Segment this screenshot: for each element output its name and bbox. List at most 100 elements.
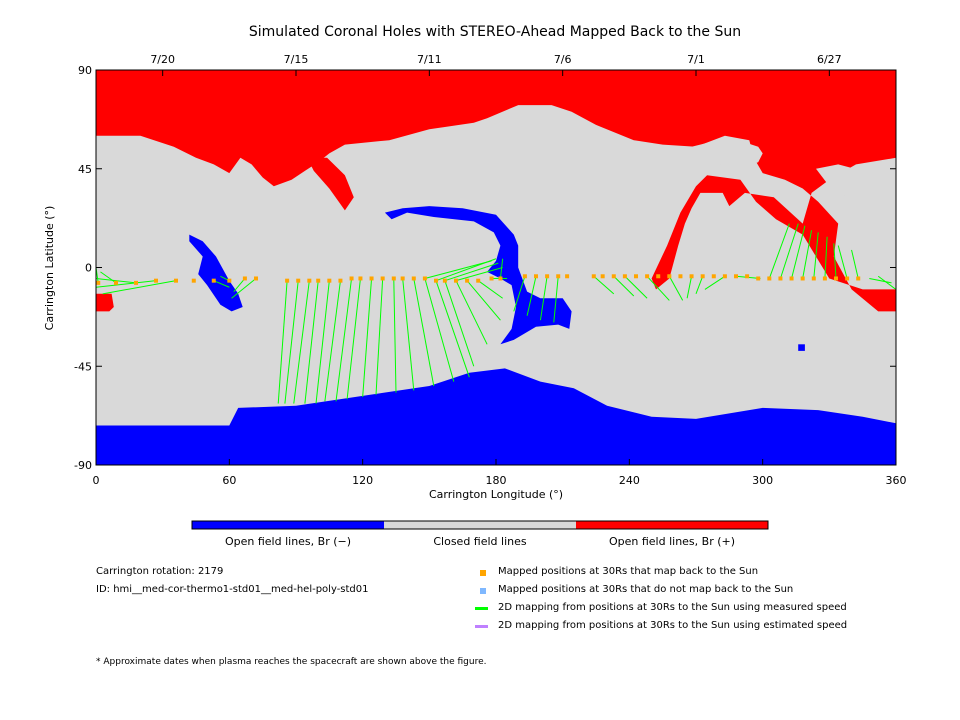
mapped-point <box>191 278 196 283</box>
mapped-point <box>465 278 470 283</box>
open-negative-region <box>189 234 243 312</box>
mapping-line <box>96 277 137 284</box>
mapping-line <box>393 278 397 393</box>
mapping-line <box>284 280 299 404</box>
mapped-point <box>800 276 805 281</box>
axes: 0 60 120 180 240 300 360 -90 -45 0 45 90 7/20 7/15 7/1… <box>74 53 906 487</box>
mapped-point <box>358 276 363 281</box>
mapped-point <box>254 276 258 281</box>
mapped-point <box>789 276 794 281</box>
colorbar-label-negative: Open field lines, Br (−) <box>225 535 351 548</box>
mapped-point <box>822 276 827 281</box>
x-tick-label: 300 <box>752 474 773 487</box>
x-tick-label: 120 <box>352 474 373 487</box>
legend-label-estimated-speed: 2D mapping from positions at 30Rs to the… <box>498 620 848 631</box>
chart-title: Simulated Coronal Holes with STEREO-Ahea… <box>249 24 741 40</box>
mapped-point <box>845 276 850 281</box>
mapped-point <box>114 280 118 285</box>
mapping-line <box>424 278 455 382</box>
colorbar-open-negative <box>192 521 384 529</box>
mapped-point <box>767 276 772 281</box>
mapping-line <box>213 280 230 288</box>
mapping-line <box>435 258 497 282</box>
mapped-point <box>242 276 247 281</box>
mapped-point <box>349 276 354 281</box>
mapped-point <box>476 278 481 283</box>
mapping-line <box>624 275 648 299</box>
mapped-point <box>400 276 405 281</box>
mapping-line <box>346 278 361 400</box>
colorbar-label-positive: Open field lines, Br (+) <box>609 535 735 548</box>
mapped-point <box>285 278 290 283</box>
mapping-line <box>315 280 330 404</box>
mapped-point <box>611 274 616 279</box>
mapping-line <box>813 232 819 279</box>
mapping-line <box>424 260 492 279</box>
mapping-line <box>704 275 726 290</box>
y-tick-label: 0 <box>85 262 92 275</box>
mapped-point <box>565 274 570 279</box>
mapped-point <box>834 276 838 281</box>
open-positive-region <box>96 293 114 312</box>
mapped-point <box>307 278 312 283</box>
mapping-line <box>539 276 548 321</box>
open-negative-region <box>798 344 805 351</box>
mapped-point <box>154 278 158 283</box>
mapped-point <box>316 278 321 283</box>
mapped-point <box>327 278 332 283</box>
mapping-line <box>646 275 670 301</box>
mapped-point <box>745 274 750 279</box>
y-tick-label: -90 <box>74 459 92 472</box>
mapped-point <box>645 274 650 279</box>
mapped-point <box>756 276 761 281</box>
mapped-point <box>667 274 672 279</box>
mapped-point <box>96 280 101 285</box>
top-date-label: 7/20 <box>150 53 175 66</box>
mapped-point <box>856 276 861 281</box>
mapping-line <box>455 280 488 345</box>
mapped-point <box>227 278 232 283</box>
open-negative-region <box>384 206 572 345</box>
mapping-line <box>593 275 615 295</box>
mapping-line <box>102 280 177 295</box>
mapped-point <box>522 274 527 279</box>
mapping-line <box>837 245 848 279</box>
mapping-line <box>768 223 790 279</box>
legend-label-mapped-back: Mapped positions at 30Rs that map back t… <box>498 566 759 577</box>
mapping-line <box>466 280 501 321</box>
mapping-line <box>668 276 684 301</box>
sun-mapping-lines <box>96 223 896 404</box>
mapping-line <box>791 225 806 279</box>
mapping-line <box>513 276 526 312</box>
plot-area <box>95 69 897 466</box>
y-tick-label: 90 <box>78 64 92 77</box>
mapping-line <box>402 278 415 391</box>
mapped-point <box>454 278 458 283</box>
mapping-line <box>293 280 310 404</box>
top-date-label: 7/11 <box>417 53 442 66</box>
model-id: ID: hmi__med-cor-thermo1-std01__med-hel-… <box>96 584 369 595</box>
mapped-point <box>711 274 716 279</box>
mapped-point <box>545 274 550 279</box>
mapped-point <box>734 274 738 279</box>
mapping-line <box>686 276 693 299</box>
mapping-line <box>869 277 892 284</box>
field-regions <box>96 70 896 465</box>
mapped-point <box>380 276 385 281</box>
mapping-line <box>444 262 499 282</box>
mapping-line <box>231 278 257 299</box>
mapping-line <box>851 249 859 279</box>
mapping-line <box>100 271 117 284</box>
mapping-line <box>833 243 837 279</box>
colorbar-label-closed: Closed field lines <box>433 535 527 548</box>
mapped-point <box>434 278 438 283</box>
mapped-point <box>656 274 661 279</box>
y-tick-label: -45 <box>74 360 92 373</box>
colorbar-frame <box>191 520 769 530</box>
open-positive-region <box>96 70 896 312</box>
mapping-line <box>324 280 341 402</box>
mapping-line <box>553 276 559 323</box>
top-date-label: 6/27 <box>817 53 842 66</box>
mapped-point <box>600 274 605 279</box>
closed-field-island <box>269 210 301 246</box>
